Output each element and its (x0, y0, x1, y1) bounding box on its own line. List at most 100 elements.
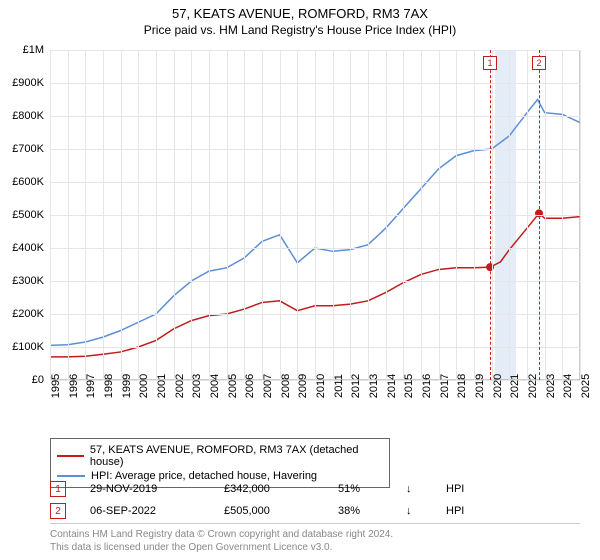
x-axis: 1995199619971998199920002001200220032004… (50, 382, 580, 437)
marker-price: £342,000 (224, 483, 314, 495)
x-tick-label: 1998 (103, 374, 115, 398)
chart-title: 57, KEATS AVENUE, ROMFORD, RM3 7AX (0, 0, 600, 21)
x-tick-label: 2002 (174, 374, 186, 398)
x-tick-label: 2021 (509, 374, 521, 398)
footer-attribution: Contains HM Land Registry data © Crown c… (50, 523, 580, 554)
grid-line-v (474, 50, 475, 380)
grid-line-v (545, 50, 546, 380)
marker-number-box: 2 (50, 503, 66, 519)
x-tick-label: 2003 (191, 374, 203, 398)
x-tick-label: 2015 (403, 374, 415, 398)
y-tick-label: £100K (12, 341, 44, 353)
grid-line-v (333, 50, 334, 380)
chart-subtitle: Price paid vs. HM Land Registry's House … (0, 23, 600, 37)
marker-flag: 1 (483, 56, 497, 70)
grid-line-v (439, 50, 440, 380)
x-tick-label: 2010 (315, 374, 327, 398)
x-tick-label: 2024 (562, 374, 574, 398)
y-tick-label: £300K (12, 275, 44, 287)
x-tick-label: 2022 (527, 374, 539, 398)
x-tick-label: 2001 (156, 374, 168, 398)
grid-line-v (50, 50, 51, 380)
y-tick-label: £800K (12, 110, 44, 122)
footer-line2: This data is licensed under the Open Gov… (50, 541, 580, 554)
grid-line-v (403, 50, 404, 380)
marker-table-row: 2 06-SEP-2022 £505,000 38% ↓ HPI (50, 500, 580, 522)
marker-table: 129-NOV-2019£342,00051%↓HPI206-SEP-2022£… (50, 478, 580, 522)
grid-line-v (85, 50, 86, 380)
grid-line-v (262, 50, 263, 380)
x-tick-label: 2000 (138, 374, 150, 398)
x-tick-label: 2025 (580, 374, 592, 398)
x-tick-label: 1996 (68, 374, 80, 398)
x-tick-label: 2018 (456, 374, 468, 398)
legend-swatch (57, 475, 85, 477)
grid-line-v (280, 50, 281, 380)
x-tick-label: 2012 (350, 374, 362, 398)
y-tick-label: £700K (12, 143, 44, 155)
grid-line-v (138, 50, 139, 380)
grid-line-v (121, 50, 122, 380)
grid-line-v (421, 50, 422, 380)
grid-line-v (368, 50, 369, 380)
grid-line-v (315, 50, 316, 380)
y-tick-label: £200K (12, 308, 44, 320)
grid-line-v (297, 50, 298, 380)
grid-line-v (191, 50, 192, 380)
legend-label: 57, KEATS AVENUE, ROMFORD, RM3 7AX (deta… (90, 444, 383, 468)
marker-price: £505,000 (224, 505, 314, 517)
marker-date: 06-SEP-2022 (90, 505, 200, 517)
grid-line-v (509, 50, 510, 380)
x-tick-label: 2005 (227, 374, 239, 398)
marker-line (539, 50, 540, 380)
marker-table-row: 129-NOV-2019£342,00051%↓HPI (50, 478, 580, 500)
marker-pct: 51% (338, 483, 382, 495)
x-tick-label: 2004 (209, 374, 221, 398)
footer-line1: Contains HM Land Registry data © Crown c… (50, 528, 580, 541)
grid-line-v (209, 50, 210, 380)
grid-line-v (456, 50, 457, 380)
y-axis: £0£100K£200K£300K£400K£500K£600K£700K£80… (0, 50, 48, 380)
x-tick-label: 2009 (297, 374, 309, 398)
grid-line-v (386, 50, 387, 380)
y-tick-label: £500K (12, 209, 44, 221)
x-tick-label: 2017 (439, 374, 451, 398)
grid-line-v (244, 50, 245, 380)
grid-line-v (527, 50, 528, 380)
chart-plot-area: 12 (50, 50, 580, 380)
x-tick-label: 2007 (262, 374, 274, 398)
y-tick-label: £600K (12, 176, 44, 188)
marker-suffix: HPI (446, 483, 464, 495)
legend-swatch (57, 455, 84, 457)
grid-line-v (227, 50, 228, 380)
grid-line-v (156, 50, 157, 380)
grid-line-v (580, 50, 581, 380)
grid-line-v (562, 50, 563, 380)
marker-suffix: HPI (446, 505, 464, 517)
down-arrow-icon: ↓ (406, 483, 422, 495)
x-tick-label: 1997 (85, 374, 97, 398)
x-tick-label: 2020 (492, 374, 504, 398)
y-tick-label: £1M (23, 44, 44, 56)
x-tick-label: 2023 (545, 374, 557, 398)
grid-line-v (350, 50, 351, 380)
grid-line-v (103, 50, 104, 380)
x-tick-label: 2016 (421, 374, 433, 398)
x-tick-label: 2011 (333, 374, 345, 398)
marker-line (490, 50, 491, 380)
y-tick-label: £900K (12, 77, 44, 89)
x-tick-label: 2006 (244, 374, 256, 398)
grid-line-v (174, 50, 175, 380)
x-tick-label: 2008 (280, 374, 292, 398)
marker-flag: 2 (532, 56, 546, 70)
marker-pct: 38% (338, 505, 382, 517)
x-tick-label: 1999 (121, 374, 133, 398)
x-tick-label: 1995 (50, 374, 62, 398)
y-tick-label: £0 (32, 374, 44, 386)
y-tick-label: £400K (12, 242, 44, 254)
x-tick-label: 2013 (368, 374, 380, 398)
legend-item: 57, KEATS AVENUE, ROMFORD, RM3 7AX (deta… (57, 443, 383, 469)
x-tick-label: 2014 (386, 374, 398, 398)
down-arrow-icon: ↓ (406, 505, 422, 517)
marker-date: 29-NOV-2019 (90, 483, 200, 495)
